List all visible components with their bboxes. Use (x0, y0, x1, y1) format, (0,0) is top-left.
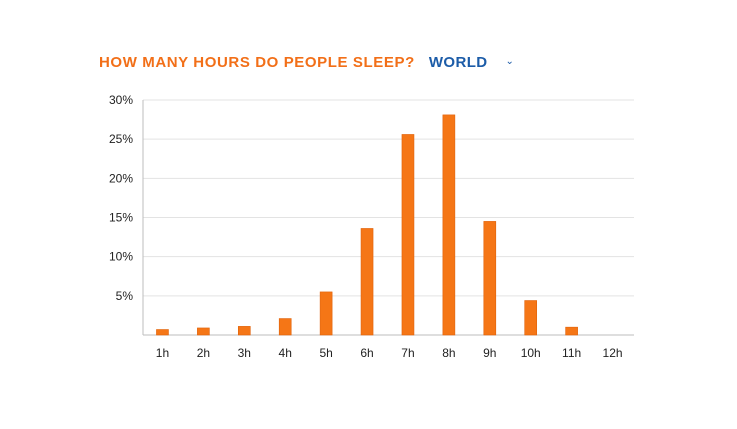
y-tick-label: 20% (109, 171, 133, 185)
y-tick-label: 25% (109, 132, 133, 146)
bar (197, 327, 210, 336)
x-tick-label: 6h (360, 346, 373, 360)
x-tick-label: 3h (238, 346, 251, 360)
bar (401, 134, 415, 336)
chart-title: HOW MANY HOURS DO PEOPLE SLEEP? (99, 54, 415, 71)
x-tick-label: 12h (603, 346, 623, 360)
x-tick-label: 10h (521, 346, 541, 360)
y-tick-label: 15% (109, 211, 133, 225)
x-tick-label: 9h (483, 346, 496, 360)
y-tick-label: 10% (109, 250, 133, 264)
bar (237, 326, 251, 336)
region-dropdown[interactable]: WORLD ⌄ (429, 54, 514, 71)
x-tick-label: 11h (562, 346, 581, 360)
bar (442, 114, 456, 336)
y-tick-label: 30% (109, 93, 133, 107)
x-tick-label: 2h (197, 346, 210, 360)
chevron-down-icon[interactable]: ⌄ (505, 55, 514, 67)
bar (565, 326, 578, 336)
chart-header: HOW MANY HOURS DO PEOPLE SLEEP? WORLD ⌄ (99, 54, 514, 71)
bar (278, 318, 292, 336)
y-tick-label: 5% (116, 289, 134, 303)
x-tick-label: 1h (156, 346, 169, 360)
region-dropdown-value[interactable]: WORLD (428, 54, 488, 71)
bar (483, 221, 497, 336)
bar (524, 300, 538, 336)
x-tick-label: 7h (401, 346, 414, 360)
x-tick-label: 5h (319, 346, 332, 360)
x-tick-label: 4h (279, 346, 292, 360)
bar (319, 291, 333, 336)
bar (360, 228, 374, 336)
x-tick-label: 8h (442, 346, 455, 360)
bar (156, 329, 169, 336)
